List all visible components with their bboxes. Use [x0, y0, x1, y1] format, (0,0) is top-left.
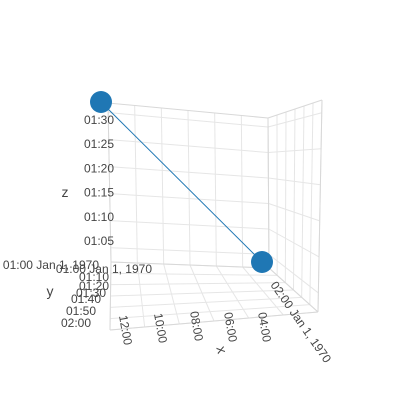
- y-tick-label: 01:00 Jan 1, 1970: [56, 262, 152, 276]
- y-tick-label: 01:00 Jan 1, 1970: [3, 258, 99, 272]
- grid-line: [108, 112, 269, 128]
- grid-line: [268, 148, 322, 153]
- axis-line: [107, 102, 112, 263]
- grid-line: [134, 105, 138, 264]
- grid-line: [108, 139, 269, 153]
- grid-line: [187, 110, 191, 266]
- z-tick-label: 01:15: [84, 186, 114, 200]
- grid-line: [309, 102, 314, 305]
- y-axis-title: y: [47, 283, 54, 299]
- z-tick-label: 01:10: [84, 210, 114, 224]
- grid-line: [301, 105, 305, 298]
- data-point: [90, 91, 112, 113]
- z-tick-label: 01:05: [84, 234, 114, 248]
- y-tick-label: 01:10: [79, 270, 109, 284]
- grid-line: [110, 247, 269, 255]
- x-tick-label: 10:00: [151, 312, 170, 344]
- z-tick-label: 01:25: [84, 137, 114, 151]
- grid-line: [267, 112, 322, 128]
- grid-line: [110, 220, 269, 230]
- axis-line: [107, 102, 269, 119]
- data-point: [251, 251, 273, 273]
- axis-line: [267, 99, 323, 119]
- grid-line: [160, 107, 165, 265]
- axis-line: [317, 99, 323, 313]
- grid-line: [268, 228, 320, 258]
- series-line: [100, 101, 263, 263]
- axis-line: [268, 267, 319, 313]
- grid-line: [214, 112, 217, 267]
- x-tick-label: 06:00: [221, 311, 240, 343]
- grid-line: [240, 115, 244, 268]
- axis-line: [110, 261, 270, 269]
- axis-line: [109, 261, 112, 331]
- grid-line: [109, 166, 269, 179]
- grid-layer: [107, 99, 323, 331]
- x-tick-label: 02:00 Jan 1, 1970: [268, 279, 335, 366]
- grid-line: [268, 203, 320, 222]
- y-tick-label: 01:20: [79, 279, 109, 293]
- grid-line: [268, 177, 321, 186]
- y-tick-label: 01:30: [76, 286, 106, 300]
- axis-line: [109, 311, 319, 331]
- x-tick-label: 04:00: [255, 311, 274, 343]
- data-layer: [90, 91, 273, 273]
- y-tick-label: 01:40: [71, 292, 101, 306]
- axis-line: [267, 117, 270, 269]
- y-tick-label: 02:00: [61, 316, 91, 330]
- z-axis-title: z: [62, 184, 69, 200]
- grid-line: [284, 111, 287, 283]
- grid-line: [268, 254, 319, 294]
- x-tick-label: 12:00: [116, 314, 135, 346]
- y-tick-label: 01:50: [66, 304, 96, 318]
- x-tick-label: 08:00: [187, 310, 206, 342]
- z-tick-label: 01:20: [84, 161, 114, 175]
- x-axis-title: x: [213, 344, 230, 355]
- grid-line: [109, 193, 269, 204]
- grid-line: [110, 304, 310, 320]
- grid-line: [293, 108, 296, 291]
- z-tick-label: 01:30: [84, 113, 114, 127]
